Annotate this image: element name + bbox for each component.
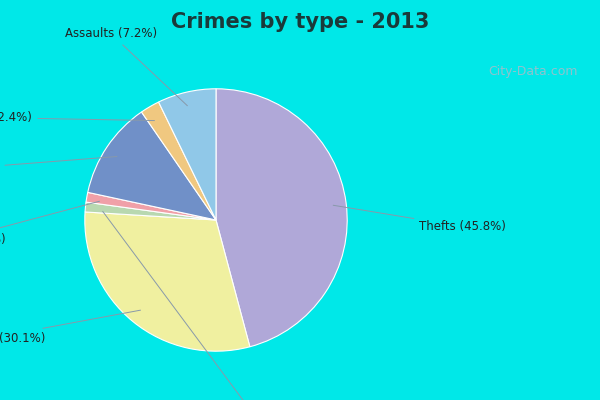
Text: Assaults (7.2%): Assaults (7.2%) bbox=[65, 27, 187, 106]
Text: Thefts (45.8%): Thefts (45.8%) bbox=[333, 205, 506, 233]
Text: Crimes by type - 2013: Crimes by type - 2013 bbox=[171, 12, 429, 32]
Text: Rapes (2.4%): Rapes (2.4%) bbox=[0, 111, 154, 124]
Text: Auto thefts (12.0%): Auto thefts (12.0%) bbox=[0, 156, 117, 177]
Wedge shape bbox=[85, 202, 216, 220]
Wedge shape bbox=[158, 89, 216, 220]
Wedge shape bbox=[216, 89, 347, 347]
Wedge shape bbox=[142, 102, 216, 220]
Wedge shape bbox=[88, 112, 216, 220]
Text: Murders (1.2%): Murders (1.2%) bbox=[103, 211, 301, 400]
Text: Burglaries (30.1%): Burglaries (30.1%) bbox=[0, 310, 140, 344]
Text: Robberies (1.2%): Robberies (1.2%) bbox=[0, 201, 100, 246]
Wedge shape bbox=[86, 192, 216, 220]
Text: City-Data.com: City-Data.com bbox=[488, 65, 577, 78]
Wedge shape bbox=[85, 212, 250, 351]
